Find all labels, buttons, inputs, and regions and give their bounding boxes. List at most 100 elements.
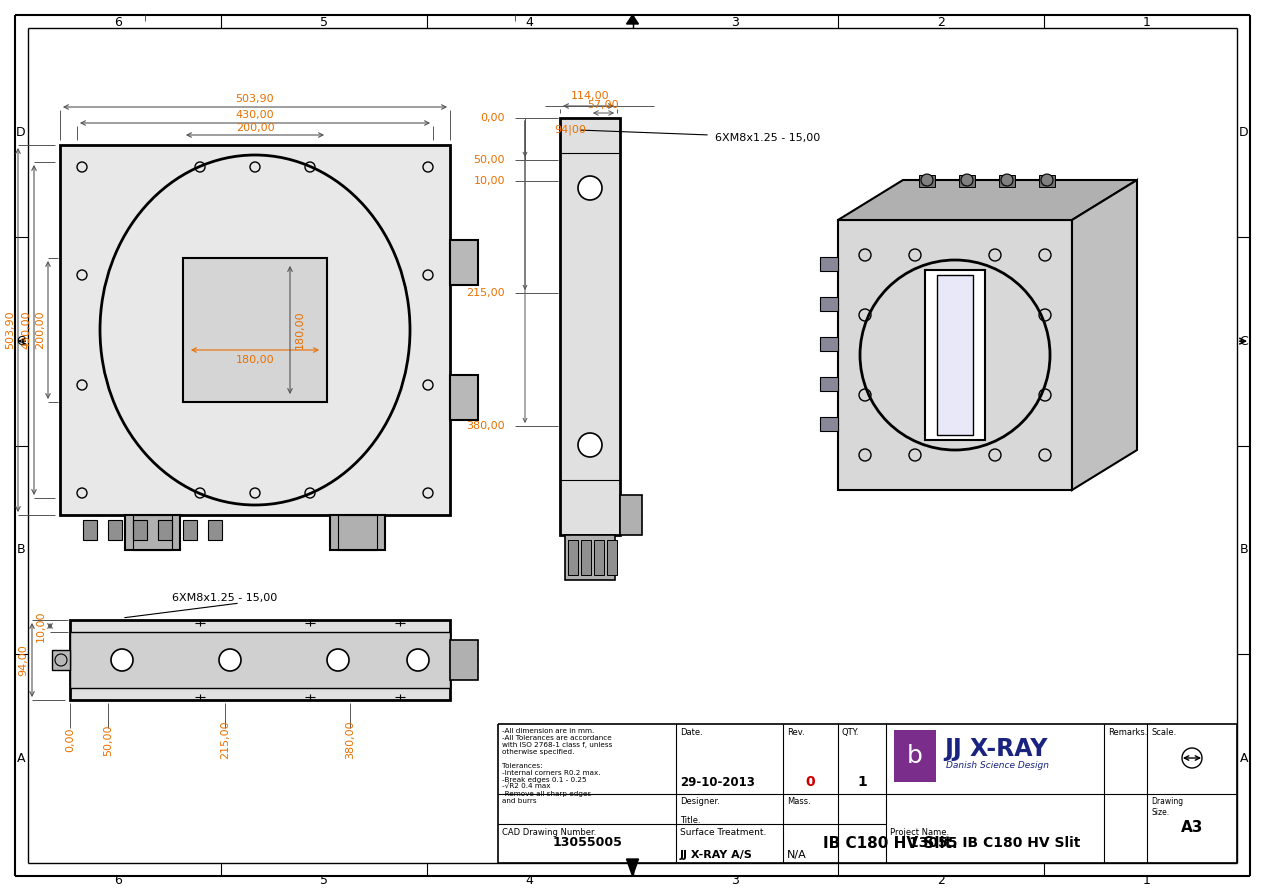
Bar xyxy=(70,632,450,688)
Bar xyxy=(183,258,326,402)
Bar xyxy=(894,730,936,782)
Text: A: A xyxy=(16,752,25,765)
Text: 94|00: 94|00 xyxy=(554,125,586,135)
Polygon shape xyxy=(1071,180,1137,490)
Bar xyxy=(70,620,450,700)
Text: 380,00: 380,00 xyxy=(467,421,505,431)
Text: 2: 2 xyxy=(937,873,945,887)
Bar xyxy=(959,175,975,187)
Text: Project Name.: Project Name. xyxy=(891,828,949,837)
Circle shape xyxy=(326,649,349,671)
Circle shape xyxy=(921,174,934,186)
Bar xyxy=(820,257,837,271)
Text: -All dimension are in mm.
-All Tolerances are accordance
with ISO 2768-1 class f: -All dimension are in mm. -All Tolerance… xyxy=(502,728,612,804)
Circle shape xyxy=(578,176,602,200)
Circle shape xyxy=(407,649,429,671)
Bar xyxy=(108,520,121,540)
Bar xyxy=(133,520,147,540)
Text: Remarks.: Remarks. xyxy=(1108,728,1147,737)
Bar xyxy=(52,650,70,670)
Bar xyxy=(820,337,837,351)
Text: 200,00: 200,00 xyxy=(35,311,46,349)
Bar xyxy=(568,540,578,575)
Text: 0,00: 0,00 xyxy=(65,728,75,752)
Text: B: B xyxy=(16,544,25,556)
Text: 2: 2 xyxy=(937,15,945,29)
Bar xyxy=(450,640,478,680)
Bar xyxy=(581,540,591,575)
Text: Date.: Date. xyxy=(681,728,703,737)
Bar xyxy=(620,495,643,535)
Text: Title.: Title. xyxy=(681,816,701,825)
Text: 1: 1 xyxy=(1144,873,1151,887)
Text: 4: 4 xyxy=(526,15,534,29)
Text: B: B xyxy=(1240,544,1249,556)
Bar xyxy=(925,270,985,440)
Text: 503,90: 503,90 xyxy=(235,94,275,104)
Bar xyxy=(595,540,603,575)
Circle shape xyxy=(219,649,242,671)
Text: D: D xyxy=(16,126,25,139)
Text: Mass.: Mass. xyxy=(787,797,811,806)
Bar xyxy=(820,377,837,391)
Text: QTY.: QTY. xyxy=(842,728,859,737)
Bar xyxy=(820,297,837,311)
Text: 6XM8x1.25 - 15,00: 6XM8x1.25 - 15,00 xyxy=(172,593,277,603)
Text: A3: A3 xyxy=(1180,821,1203,836)
Text: Rev.: Rev. xyxy=(787,728,805,737)
Circle shape xyxy=(1001,174,1013,186)
Text: 0,00: 0,00 xyxy=(481,113,505,123)
Text: 13055 IB C180 HV Slit: 13055 IB C180 HV Slit xyxy=(910,836,1080,850)
Text: 215,00: 215,00 xyxy=(220,721,230,759)
Text: 5: 5 xyxy=(320,873,328,887)
Bar xyxy=(565,535,615,580)
Text: 6XM8x1.25 - 15,00: 6XM8x1.25 - 15,00 xyxy=(715,133,820,143)
Text: 1: 1 xyxy=(1144,15,1151,29)
Text: 94,00: 94,00 xyxy=(18,644,28,676)
Text: Designer.: Designer. xyxy=(681,797,720,806)
Circle shape xyxy=(1041,174,1052,186)
Text: 6: 6 xyxy=(114,873,121,887)
Text: 180,00: 180,00 xyxy=(235,355,275,365)
Circle shape xyxy=(578,433,602,457)
Bar xyxy=(937,275,973,435)
Text: 200,00: 200,00 xyxy=(235,123,275,133)
Text: 10,00: 10,00 xyxy=(35,610,46,642)
Bar xyxy=(338,515,377,550)
Bar xyxy=(59,145,450,515)
Text: 5: 5 xyxy=(320,15,328,29)
Bar xyxy=(820,417,837,431)
Text: Surface Treatment.: Surface Treatment. xyxy=(681,828,767,837)
Text: b: b xyxy=(907,744,923,768)
Text: 57,00: 57,00 xyxy=(587,100,619,110)
Text: 430,00: 430,00 xyxy=(235,110,275,120)
Text: C: C xyxy=(16,335,25,347)
Text: A: A xyxy=(1240,752,1249,765)
Text: D: D xyxy=(1240,126,1249,139)
Bar xyxy=(1039,175,1055,187)
Bar xyxy=(207,520,221,540)
Text: 4: 4 xyxy=(526,873,534,887)
Polygon shape xyxy=(837,220,1071,490)
Bar xyxy=(450,375,478,420)
Bar xyxy=(330,515,385,550)
Text: N/A: N/A xyxy=(787,850,807,860)
Bar xyxy=(83,520,97,540)
Text: 1: 1 xyxy=(858,775,867,789)
Text: 215,00: 215,00 xyxy=(467,288,505,298)
Bar xyxy=(607,540,617,575)
Text: 6: 6 xyxy=(114,15,121,29)
Bar xyxy=(133,515,172,550)
Text: 29-10-2013: 29-10-2013 xyxy=(681,776,755,789)
Text: 503,90: 503,90 xyxy=(5,311,15,349)
Bar xyxy=(560,118,620,535)
Polygon shape xyxy=(837,180,1137,220)
Text: 50,00: 50,00 xyxy=(102,724,113,756)
Text: 3: 3 xyxy=(731,873,739,887)
Text: Danish Science Design: Danish Science Design xyxy=(946,762,1049,771)
Text: IB C180 HV Slit.: IB C180 HV Slit. xyxy=(822,836,958,851)
Text: 114,00: 114,00 xyxy=(571,91,610,101)
Text: 50,00: 50,00 xyxy=(473,155,505,165)
Circle shape xyxy=(961,174,973,186)
Text: 13055005: 13055005 xyxy=(552,837,622,849)
